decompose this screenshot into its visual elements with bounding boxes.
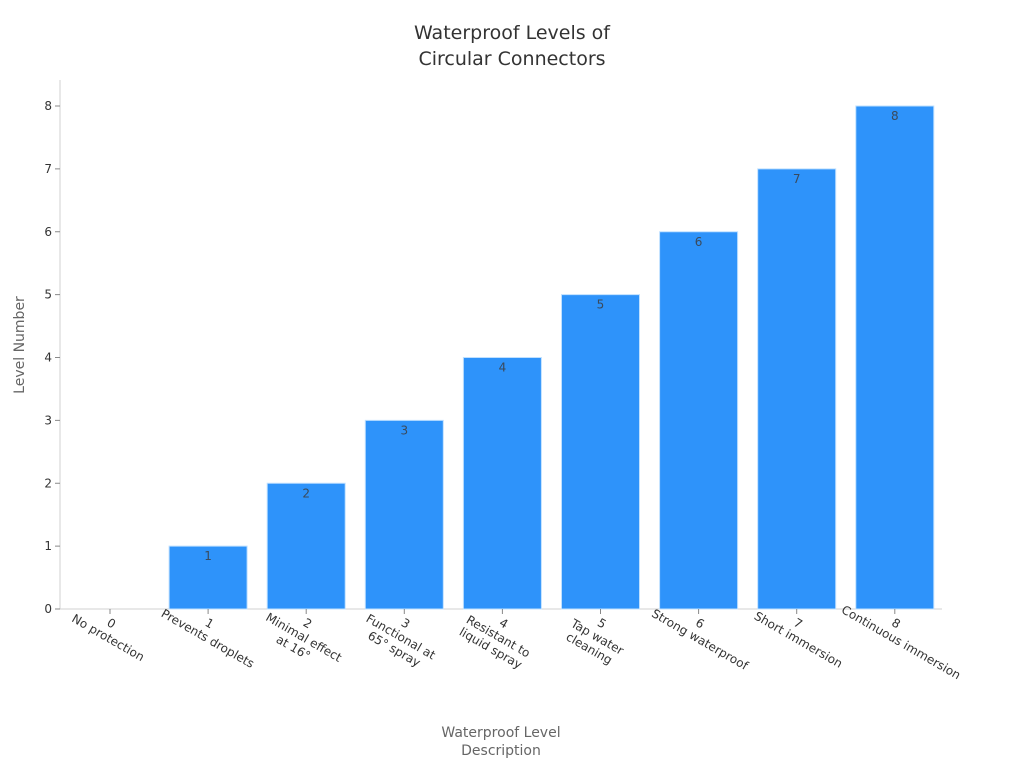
x-axis-label-line-2: Description	[461, 743, 541, 759]
bar-value-label: 1	[204, 549, 212, 563]
y-tick-label: 6	[44, 225, 52, 239]
bar[interactable]	[364, 419, 444, 610]
bar[interactable]	[757, 168, 837, 610]
y-tick-label: 5	[44, 288, 52, 302]
y-tick-label: 4	[44, 351, 52, 365]
bar-value-label: 6	[695, 235, 703, 249]
chart-title-line-1: Waterproof Levels of	[413, 22, 610, 44]
bar-value-label: 4	[499, 361, 507, 375]
bar[interactable]	[462, 357, 542, 610]
bar-value-label: 7	[793, 172, 801, 186]
bar-value-label: 5	[597, 298, 605, 312]
chart-title: Waterproof Levels of Circular Connectors	[312, 20, 712, 72]
y-tick-label: 7	[44, 162, 52, 176]
svg-text:Continuous immersion: Continuous immersion	[839, 603, 963, 683]
bar[interactable]	[168, 545, 248, 610]
bar-value-label: 8	[891, 109, 899, 123]
bar[interactable]	[561, 294, 640, 610]
chart-title-line-2: Circular Connectors	[418, 48, 606, 70]
x-axis-label-line-1: Waterproof Level	[441, 725, 561, 741]
y-tick-label: 3	[44, 413, 52, 427]
bar[interactable]	[266, 482, 346, 610]
bar[interactable]	[659, 231, 739, 610]
y-tick-label: 1	[44, 539, 52, 553]
bar-value-label: 3	[400, 423, 408, 437]
svg-text:Prevents droplets: Prevents droplets	[159, 606, 257, 671]
y-tick-label: 2	[44, 476, 52, 490]
svg-text:No protection: No protection	[69, 611, 147, 664]
x-axis-label: Waterproof Level Description	[401, 724, 601, 760]
bar-value-label: 2	[302, 486, 310, 500]
y-tick-label: 0	[44, 602, 52, 616]
bar[interactable]	[855, 105, 935, 610]
y-tick-label: 8	[44, 99, 52, 113]
